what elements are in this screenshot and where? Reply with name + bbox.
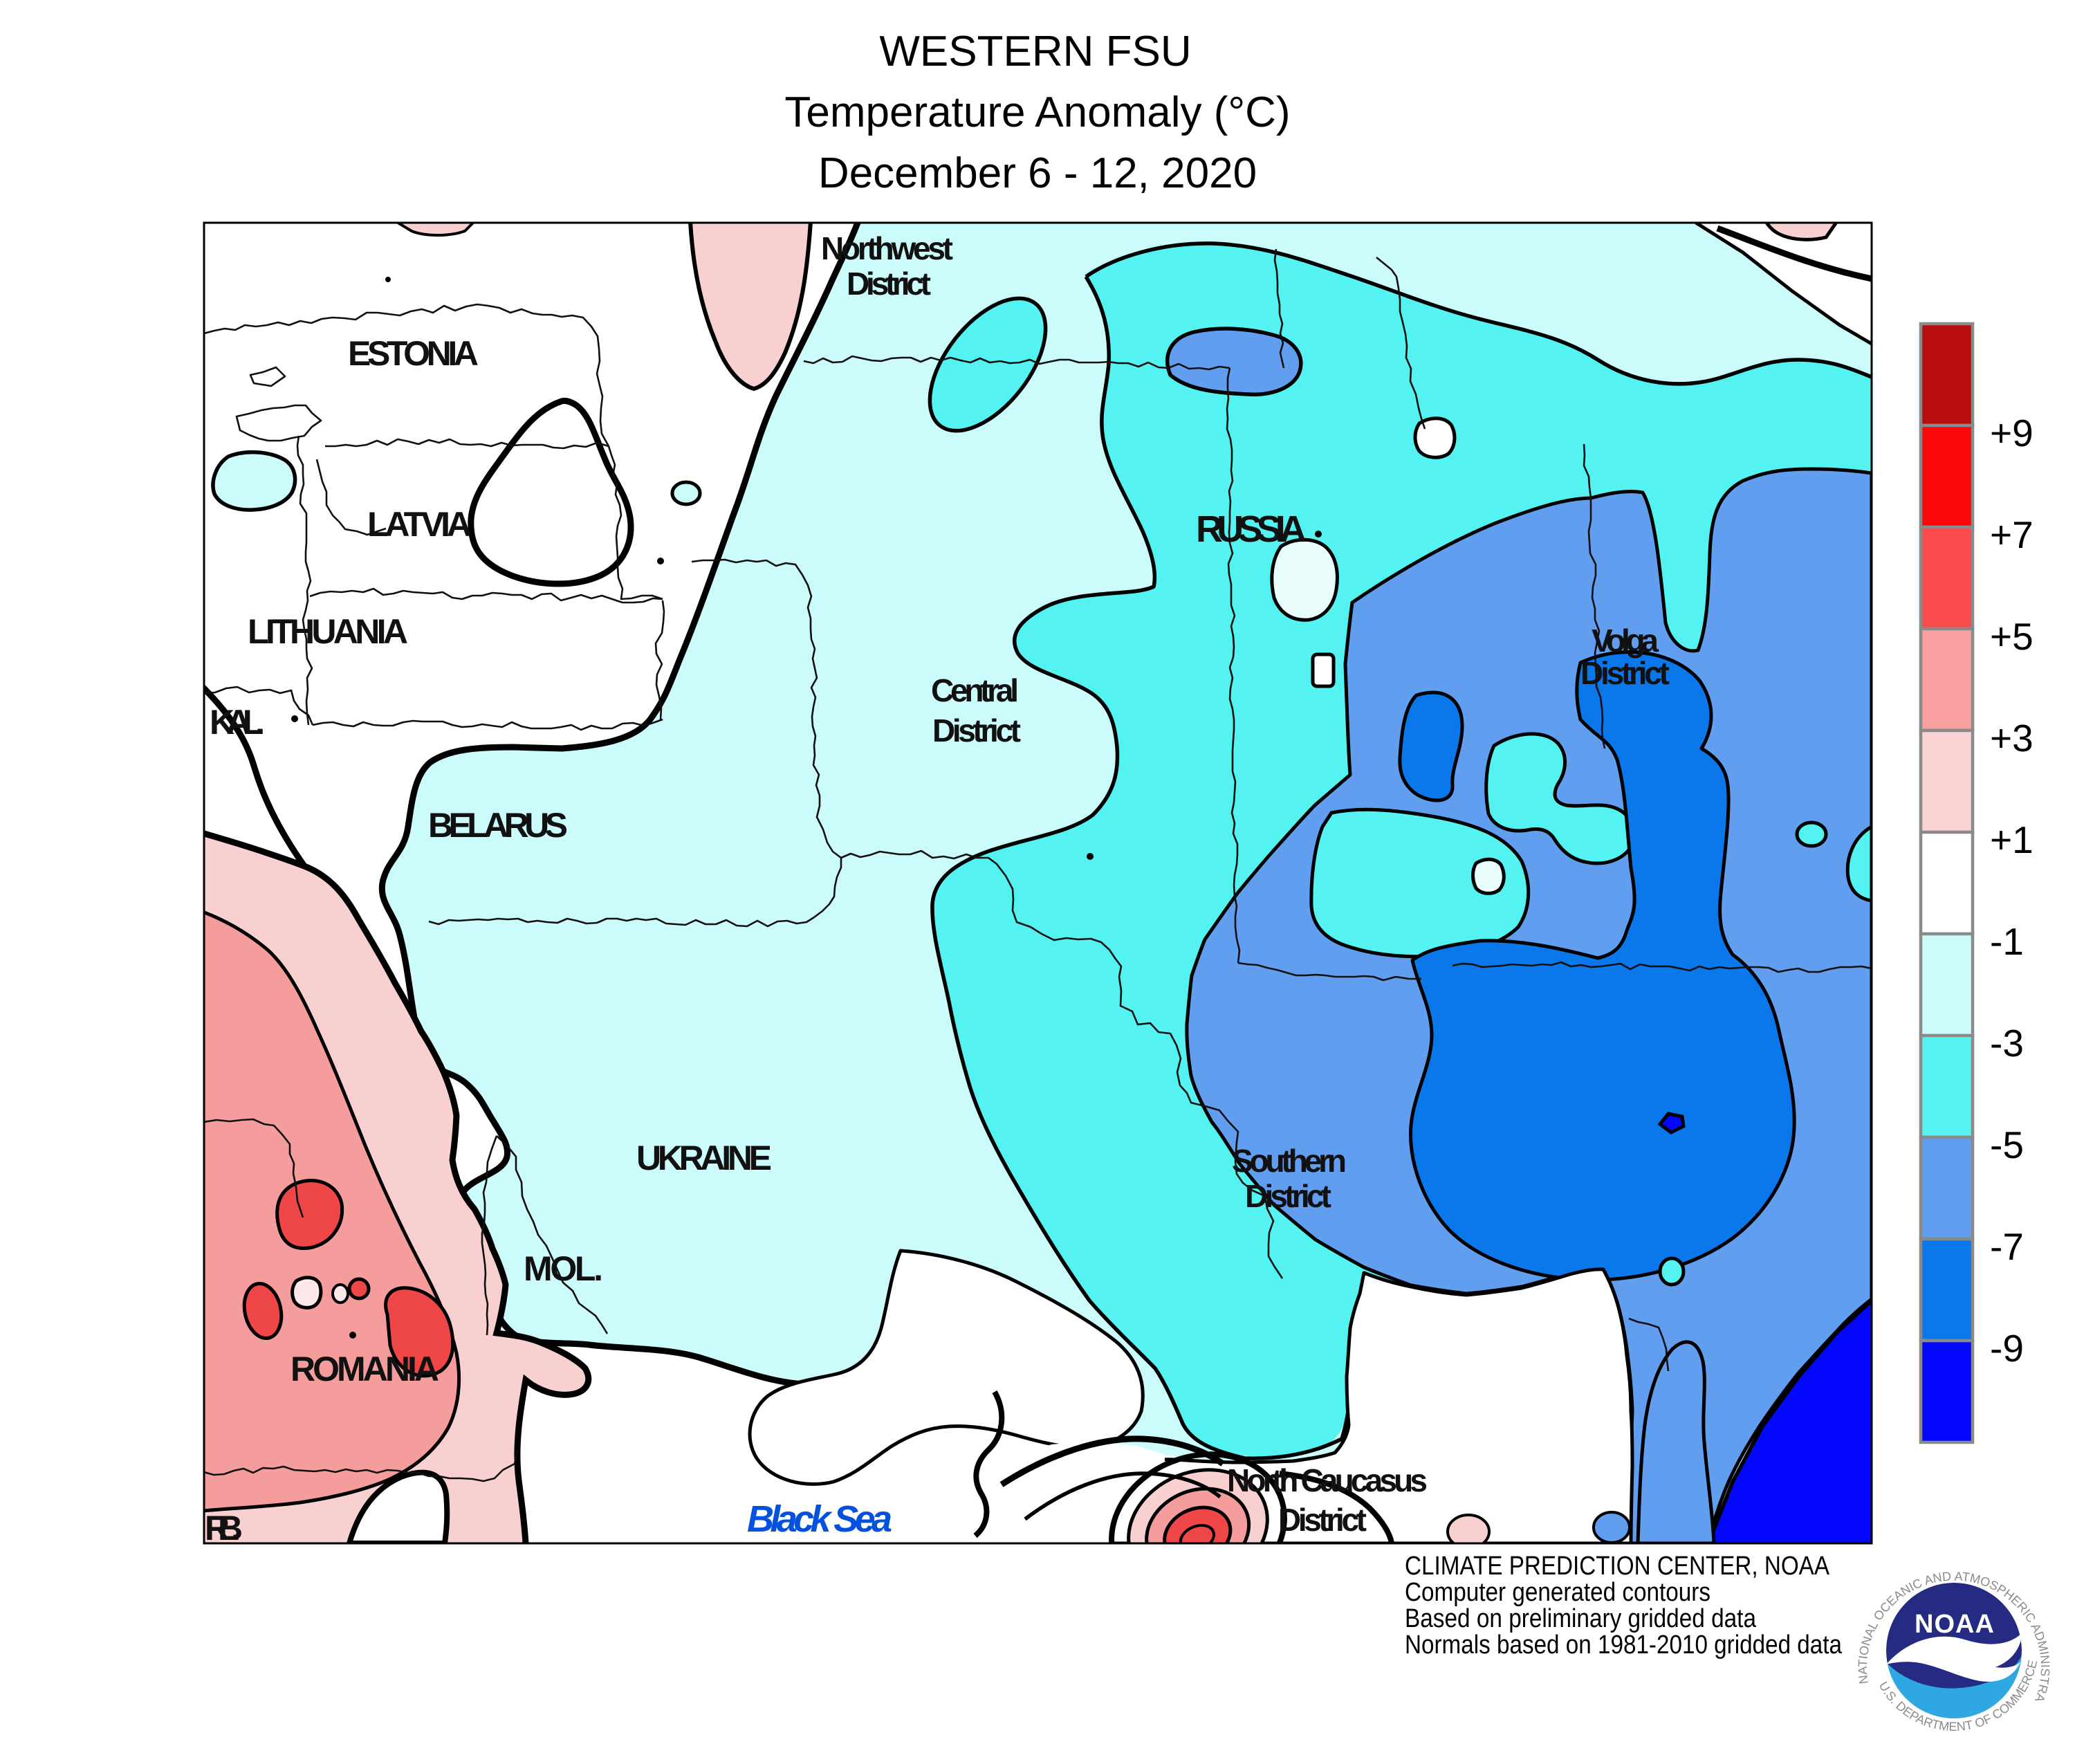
svg-text:Central: Central: [931, 672, 1019, 708]
svg-text:ESTONIA: ESTONIA: [348, 334, 479, 373]
svg-text:LATVIA: LATVIA: [367, 505, 472, 544]
svg-text:Based on preliminary gridded d: Based on preliminary gridded data: [1405, 1604, 1757, 1633]
svg-text:BELARUS: BELARUS: [428, 806, 568, 845]
svg-text:Normals based on 1981-2010 gri: Normals based on 1981-2010 gridded data: [1405, 1630, 1843, 1660]
svg-text:WESTERN FSU: WESTERN FSU: [879, 28, 1191, 75]
svg-text:+9: +9: [1990, 412, 2034, 454]
svg-text:+5: +5: [1990, 615, 2034, 658]
svg-text:RUSSIA: RUSSIA: [1196, 508, 1307, 550]
svg-text:KAL.: KAL.: [210, 703, 265, 742]
svg-text:North Caucasus: North Caucasus: [1227, 1462, 1428, 1498]
svg-text:+3: +3: [1990, 717, 2034, 760]
svg-text:-1: -1: [1990, 920, 2024, 963]
svg-text:Computer generated contours: Computer generated contours: [1405, 1578, 1710, 1607]
svg-text:District: District: [1580, 655, 1670, 691]
svg-text:Black Sea: Black Sea: [747, 1498, 892, 1540]
svg-text:December 6 - 12, 2020: December 6 - 12, 2020: [818, 149, 1257, 197]
svg-text:District: District: [1245, 1178, 1331, 1214]
svg-text:District: District: [847, 266, 931, 302]
svg-text:-5: -5: [1990, 1123, 2024, 1166]
svg-text:District: District: [1278, 1502, 1367, 1538]
svg-text:Volga: Volga: [1592, 623, 1659, 659]
svg-text:UKRAINE: UKRAINE: [636, 1139, 772, 1177]
svg-text:-3: -3: [1990, 1022, 2024, 1065]
svg-text:Northwest: Northwest: [821, 230, 953, 266]
svg-text:-9: -9: [1990, 1327, 2024, 1370]
svg-text:-7: -7: [1990, 1225, 2024, 1268]
svg-text:RB.: RB.: [205, 1509, 243, 1547]
svg-text:ROMANIA: ROMANIA: [290, 1350, 439, 1388]
svg-text:+1: +1: [1990, 818, 2034, 861]
svg-text:Temperature Anomaly (°C): Temperature Anomaly (°C): [784, 89, 1290, 136]
svg-text:District: District: [932, 713, 1021, 748]
svg-text:MOL.: MOL.: [524, 1249, 603, 1288]
svg-text:+7: +7: [1990, 513, 2034, 556]
svg-text:Southern: Southern: [1232, 1143, 1347, 1179]
svg-text:CLIMATE PREDICTION CENTER, NOA: CLIMATE PREDICTION CENTER, NOAA: [1405, 1552, 1830, 1581]
svg-text:LITHUANIA: LITHUANIA: [248, 612, 408, 651]
svg-text:NOAA: NOAA: [1915, 1610, 1995, 1639]
